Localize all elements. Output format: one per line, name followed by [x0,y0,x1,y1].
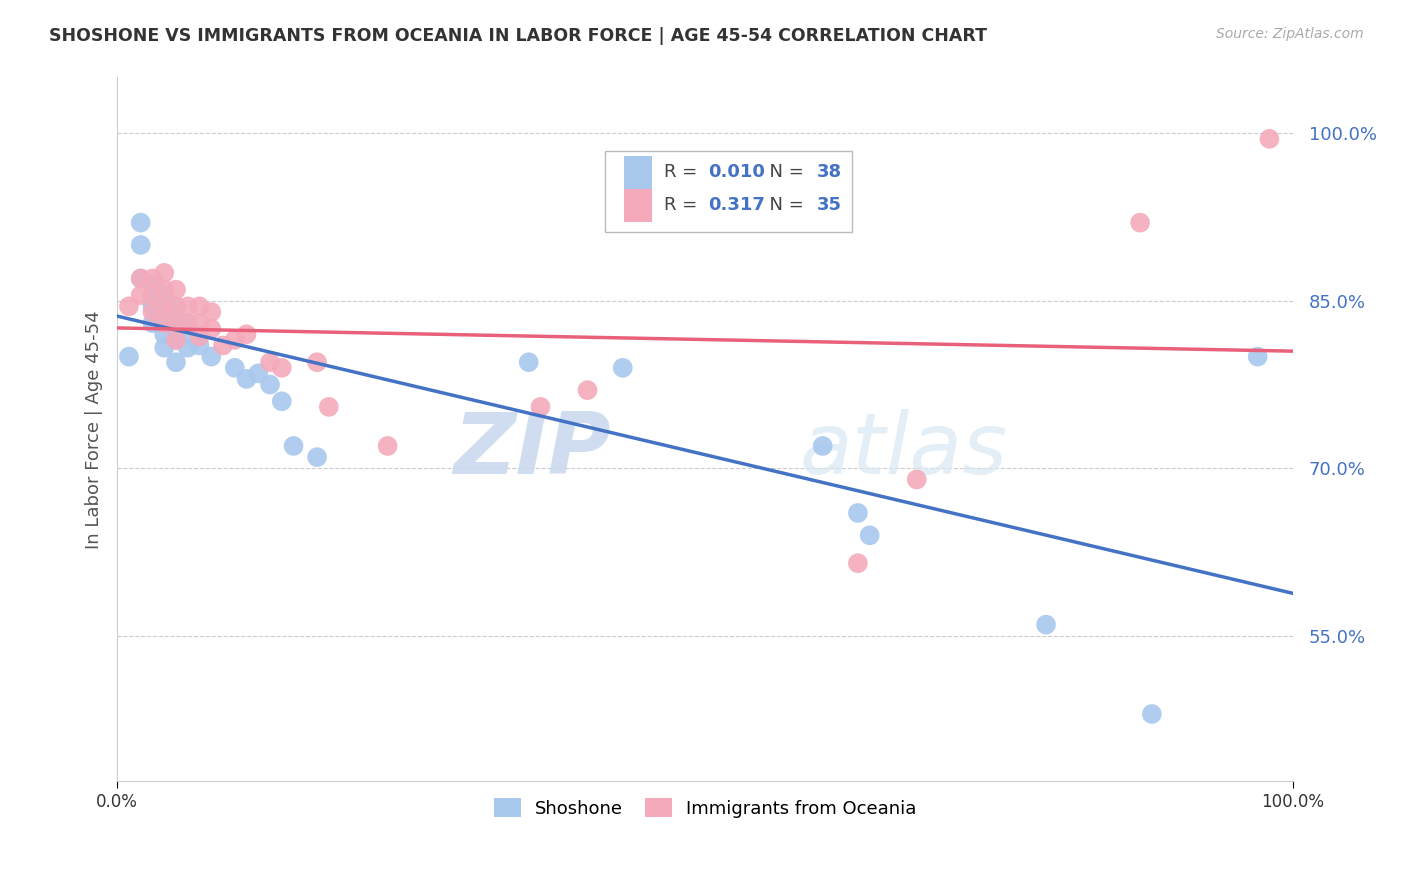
Point [177,327,200,342]
Point [235,372,257,386]
Point [517,355,540,369]
Point [153,316,176,330]
Point [129,271,152,285]
Text: 38: 38 [817,163,842,181]
Point [318,400,340,414]
Point [846,506,869,520]
Point [811,439,834,453]
Text: SHOSHONE VS IMMIGRANTS FROM OCEANIA IN LABOR FORCE | AGE 45-54 CORRELATION CHART: SHOSHONE VS IMMIGRANTS FROM OCEANIA IN L… [49,27,987,45]
Point [118,350,141,364]
Point [283,439,305,453]
Point [200,322,222,336]
Point [188,329,211,343]
Point [165,355,187,369]
Point [612,360,634,375]
Point [118,299,141,313]
Text: atlas: atlas [799,409,1007,491]
Text: N =: N = [758,196,810,214]
Point [153,283,176,297]
Point [307,355,329,369]
Point [165,299,187,313]
Point [307,450,329,464]
Point [153,299,176,313]
Point [153,327,176,342]
Point [141,299,163,313]
Point [177,316,200,330]
Point [141,271,163,285]
Point [188,316,211,330]
Y-axis label: In Labor Force | Age 45-54: In Labor Force | Age 45-54 [86,310,103,549]
Point [200,305,222,319]
Point [576,383,599,397]
Text: ZIP: ZIP [453,409,612,491]
Point [188,299,211,313]
FancyBboxPatch shape [605,152,852,232]
Point [200,350,222,364]
Bar [624,155,652,189]
Text: R =: R = [664,163,703,181]
Point [129,216,152,230]
Point [165,310,187,325]
Point [259,377,281,392]
Point [1035,617,1057,632]
Point [165,283,187,297]
Point [1247,350,1270,364]
Point [270,394,292,409]
Point [270,360,292,375]
Point [235,327,257,342]
Point [1129,216,1152,230]
Point [141,288,163,302]
Point [129,271,152,285]
Point [165,322,187,336]
Point [224,333,246,347]
Point [141,288,163,302]
Point [153,288,176,302]
Text: 35: 35 [817,196,842,214]
Point [177,316,200,330]
Point [859,528,882,542]
Point [153,341,176,355]
Point [377,439,399,453]
Point [141,316,163,330]
Point [529,400,551,414]
Point [141,277,163,291]
Point [1258,132,1281,146]
Point [153,266,176,280]
Point [165,333,187,347]
Text: 0.010: 0.010 [709,163,765,181]
Point [129,238,152,252]
Point [1140,706,1163,721]
Text: Source: ZipAtlas.com: Source: ZipAtlas.com [1216,27,1364,41]
Point [224,360,246,375]
Legend: Shoshone, Immigrants from Oceania: Shoshone, Immigrants from Oceania [486,791,924,825]
Point [165,333,187,347]
Point [905,473,928,487]
Point [153,299,176,313]
Point [141,305,163,319]
Point [165,316,187,330]
Text: 0.317: 0.317 [709,196,765,214]
Point [177,341,200,355]
Bar [624,188,652,222]
Point [259,355,281,369]
Point [212,338,235,352]
Point [129,288,152,302]
Point [153,310,176,325]
Text: N =: N = [758,163,810,181]
Point [165,299,187,313]
Point [247,367,270,381]
Text: R =: R = [664,196,703,214]
Point [188,338,211,352]
Point [177,299,200,313]
Point [846,556,869,570]
